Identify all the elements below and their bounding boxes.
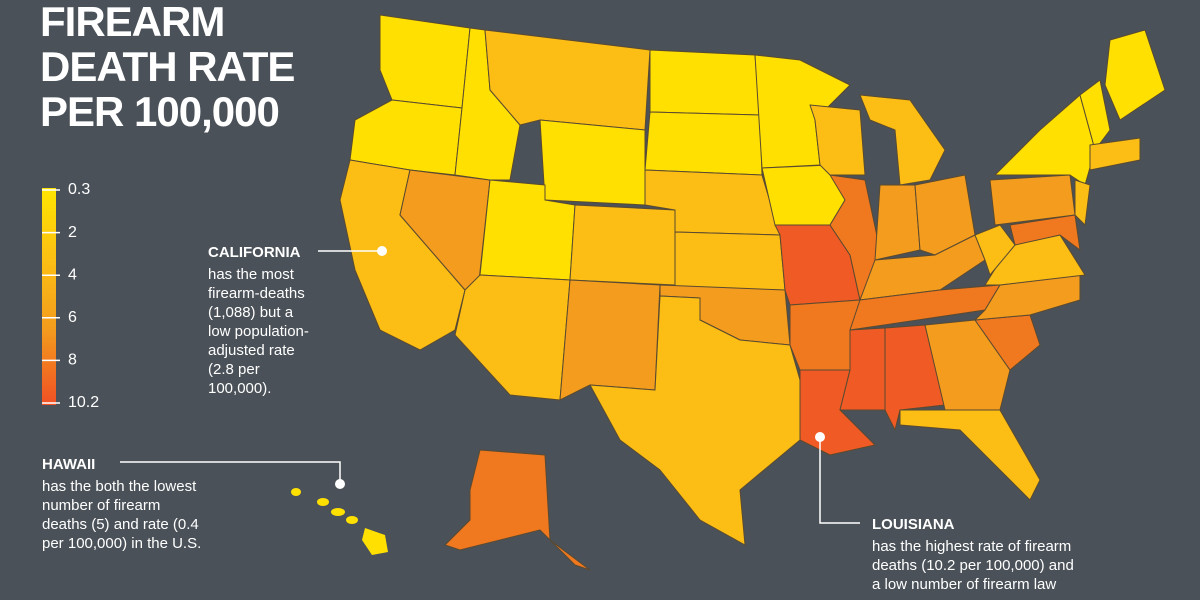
annotation-text: per 100,000) in the U.S. <box>42 535 201 552</box>
legend: 0.3 2 4 6 8 10.2 <box>42 181 99 411</box>
marker-dot <box>335 479 345 489</box>
legend-tick-label: 4 <box>68 266 77 283</box>
us-map <box>291 14 1166 571</box>
state <box>559 279 661 401</box>
state <box>1074 179 1091 226</box>
state <box>539 119 646 206</box>
state <box>674 231 786 291</box>
annotation-text: deaths (5) and rate (0.4 <box>42 516 199 533</box>
annotation-text: has the both the lowest <box>42 478 197 495</box>
legend-tick-label: 6 <box>68 309 77 326</box>
annotation-text: deaths (10.2 per 100,000) and <box>872 557 1074 574</box>
annotation-heading: CALIFORNIA <box>208 244 301 261</box>
state <box>649 49 761 116</box>
leader-line <box>120 461 341 480</box>
legend-tick-label: 0.3 <box>68 181 90 198</box>
state <box>859 94 946 186</box>
annotation-text: 100,000). <box>208 380 271 397</box>
title-line: PER 100,000 <box>40 88 279 135</box>
annotation-text: number of firearm <box>42 497 160 514</box>
legend-bar <box>42 188 56 405</box>
state <box>1104 29 1166 121</box>
title-line: DEATH RATE <box>40 43 294 90</box>
annotation-text: low population- <box>208 323 309 340</box>
state <box>874 184 921 261</box>
annotation-text: has the highest rate of firearm <box>872 538 1071 555</box>
annotation-heading: HAWAII <box>42 456 95 473</box>
legend-tick-label: 8 <box>68 352 77 369</box>
state <box>924 319 1011 411</box>
state <box>839 327 886 411</box>
state <box>974 224 1016 276</box>
marker-dot <box>377 246 387 256</box>
annotation-heading: LOUISIANA <box>872 516 955 533</box>
state <box>1089 137 1141 171</box>
state <box>569 204 676 286</box>
state <box>1079 79 1111 151</box>
legend-tick-label: 10.2 <box>68 394 99 411</box>
state <box>379 14 471 109</box>
annotation-text: has the most <box>208 266 295 283</box>
state <box>444 449 591 571</box>
state <box>994 94 1096 186</box>
leader-line <box>819 441 860 524</box>
state <box>899 409 1041 501</box>
state <box>644 111 763 176</box>
state <box>454 274 571 401</box>
state <box>829 174 881 301</box>
annotation-text: firearm-deaths <box>208 285 305 302</box>
annotation-text: (2.8 per <box>208 361 260 378</box>
title-line: FIREARM <box>40 0 224 45</box>
annotation-text: a low number of firearm law <box>872 576 1056 593</box>
state <box>1009 214 1081 251</box>
annotation-text: (1,088) but a <box>208 304 294 321</box>
annotation-text: adjusted rate <box>208 342 295 359</box>
hawaii-islands <box>291 488 388 555</box>
marker-dot <box>815 432 825 442</box>
legend-tick-label: 2 <box>68 224 77 241</box>
